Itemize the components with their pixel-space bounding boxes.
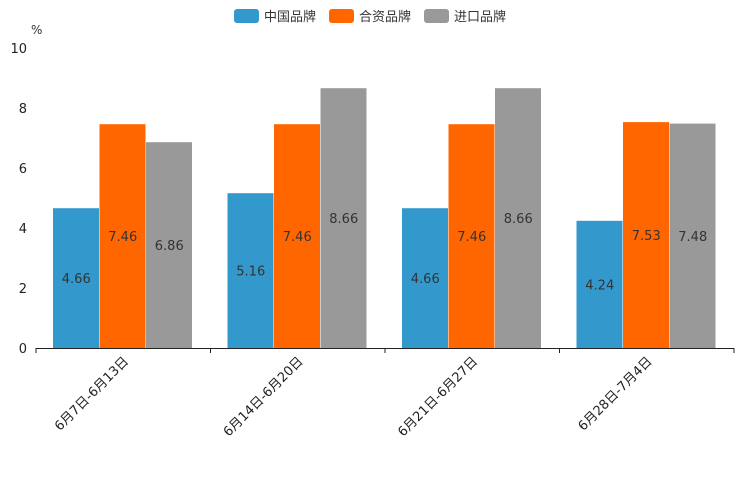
data-labels: 4.66 7.46 6.86 5.16 7.46 8.66 4.66 7.46 8.66 4.24… <box>62 212 707 293</box>
bar-value-label: 4.24 <box>585 278 614 293</box>
bar-value-label: 5.16 <box>236 265 265 280</box>
bar-value-label: 7.46 <box>108 230 137 245</box>
y-tick-label: 0 <box>19 342 27 357</box>
bar <box>227 193 274 348</box>
y-axis-unit: % <box>31 23 42 37</box>
legend-label: 中国品牌 <box>264 9 316 25</box>
y-tick-label: 2 <box>19 282 27 297</box>
x-tick-label: 6月28日-7月4日 <box>576 354 656 434</box>
bar-value-label: 7.53 <box>632 229 661 244</box>
x-tick-label: 6月7日-6月13日 <box>52 354 132 434</box>
bar-value-label: 6.86 <box>155 239 184 254</box>
legend-label: 进口品牌 <box>454 9 506 25</box>
bar <box>99 124 146 348</box>
bar-value-label: 4.66 <box>62 272 91 287</box>
y-tick-label: 10 <box>10 42 27 57</box>
legend: 中国品牌 合资品牌 进口品牌 <box>234 9 506 25</box>
bar-value-label: 7.46 <box>283 230 312 245</box>
bar <box>448 124 495 348</box>
bar-value-label: 4.66 <box>411 272 440 287</box>
y-tick-label: 6 <box>19 162 27 177</box>
bars <box>53 88 716 348</box>
bar <box>576 220 623 348</box>
bar-value-label: 7.48 <box>678 230 707 245</box>
bar <box>669 123 716 348</box>
bar <box>53 208 99 348</box>
bar <box>320 88 367 348</box>
bar-value-label: 8.66 <box>504 212 533 227</box>
y-tick-label: 8 <box>19 102 27 117</box>
bar <box>623 122 669 348</box>
x-tick-label: 6月21日-6月27日 <box>395 354 481 440</box>
bar-value-label: 8.66 <box>329 212 358 227</box>
bar <box>146 142 192 348</box>
legend-swatch <box>234 9 259 23</box>
y-tick-label: 4 <box>19 222 27 237</box>
bar-value-label: 7.46 <box>457 230 486 245</box>
x-tick-label: 6月14日-6月20日 <box>221 354 307 440</box>
legend-swatch <box>424 9 449 23</box>
y-axis: % 0 2 4 6 8 10 <box>10 23 42 357</box>
bar <box>274 124 320 348</box>
bar <box>495 88 541 348</box>
bar <box>402 208 448 348</box>
x-axis: 6月7日-6月13日 6月14日-6月20日 6月21日-6月27日 6月28日-7月… <box>35 348 735 440</box>
legend-swatch <box>329 9 354 23</box>
legend-label: 合资品牌 <box>359 9 411 25</box>
